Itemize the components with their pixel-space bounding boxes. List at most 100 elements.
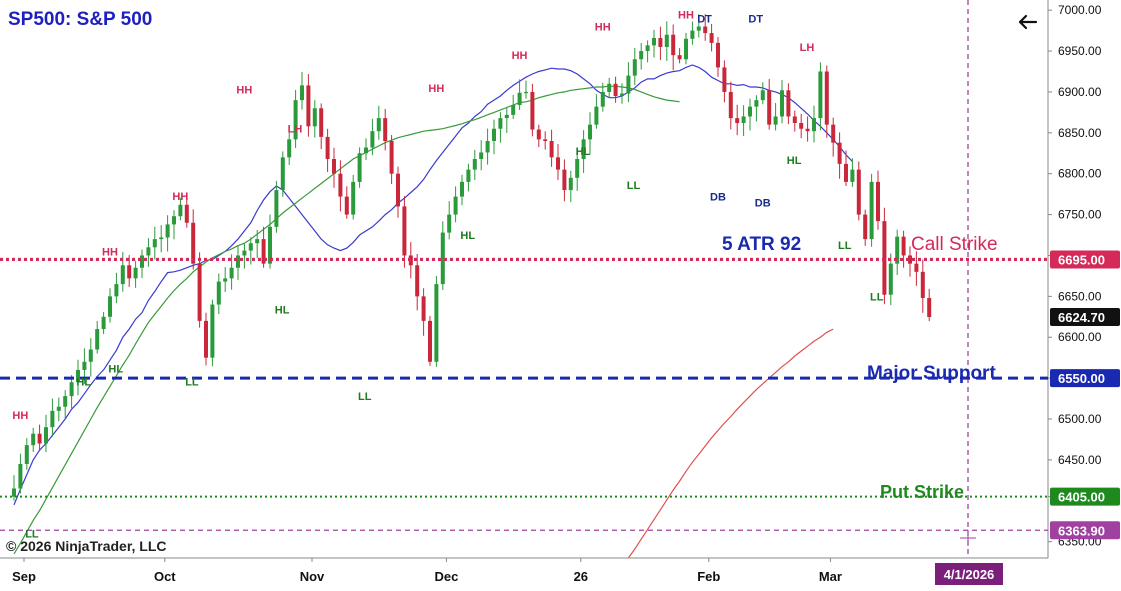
price-tick-label: 6900.00 (1058, 85, 1102, 99)
candle-body (607, 83, 612, 92)
price-tick-label: 6450.00 (1058, 453, 1102, 467)
candle-body (76, 369, 80, 383)
candle-body (786, 90, 791, 117)
candle-body (908, 255, 912, 264)
candle-body (396, 173, 400, 207)
put-strike-label: Put Strike (880, 482, 964, 502)
time-tick-label: Mar (819, 569, 842, 584)
price-tag-label: 6695.00 (1058, 253, 1105, 268)
ma-mid-line (13, 85, 680, 555)
candle-body (255, 239, 260, 244)
candle-body (728, 91, 733, 119)
candle-body (434, 284, 439, 362)
date-marker-tag (935, 563, 1003, 585)
time-tick-label: Nov (300, 569, 325, 584)
candle-body (927, 297, 932, 318)
candle-body (658, 37, 663, 47)
swing-label: HH (102, 246, 118, 258)
candle-body (453, 196, 458, 215)
candle-body (344, 196, 349, 215)
candle-body (869, 181, 874, 240)
swing-label: LL (185, 376, 199, 388)
candle-body (146, 247, 151, 256)
candle-body (268, 226, 272, 264)
swing-label: DT (748, 13, 763, 25)
candle-body (741, 116, 746, 124)
candle-body (837, 142, 842, 164)
date-marker-label: 4/1/2026 (944, 567, 995, 582)
swing-label: DT (697, 13, 712, 25)
candle-body (639, 51, 644, 60)
call-strike-label: Call Strike (911, 234, 998, 255)
price-tick-label: 6950.00 (1058, 44, 1102, 58)
candle-body (664, 34, 669, 47)
candle-body (108, 296, 112, 317)
swing-label: HL (576, 146, 591, 158)
moving-averages (13, 64, 853, 559)
candle-body (210, 304, 215, 358)
candle-body (594, 106, 599, 125)
candle-body (901, 236, 906, 256)
candle-body (12, 488, 16, 497)
candle-body (306, 85, 311, 127)
candle-body (850, 169, 855, 182)
candle-body (229, 267, 234, 279)
candle-body (31, 433, 36, 446)
candle-body (447, 214, 452, 233)
candle-body (831, 124, 836, 143)
candle-body (95, 329, 100, 350)
candle-body (588, 124, 592, 140)
candle-body (498, 118, 503, 129)
ma-slow-line (627, 328, 834, 559)
candle-body (556, 157, 560, 170)
candle-body (421, 296, 426, 321)
candle-body (223, 278, 228, 282)
candle-body (261, 239, 266, 264)
candle-body (716, 42, 720, 68)
candle-body (274, 190, 279, 227)
candle-body (63, 396, 68, 407)
copyright-text: © 2026 NinjaTrader, LLC (6, 538, 167, 554)
price-tick-label: 6850.00 (1058, 126, 1102, 140)
candle-body (50, 410, 55, 428)
candle-body (216, 281, 221, 305)
price-tag-label: 6550.00 (1058, 371, 1105, 386)
price-tag-label: 6363.90 (1058, 523, 1105, 538)
candle-body (748, 106, 752, 117)
candle-body (242, 250, 247, 256)
candle-body (677, 55, 682, 60)
swing-label: LH (288, 124, 303, 136)
candle-body (191, 222, 196, 264)
price-levels (0, 257, 1048, 531)
candle-body (780, 90, 784, 117)
price-tick-label: 6750.00 (1058, 208, 1102, 222)
swing-label: HL (787, 155, 802, 167)
candle-body (44, 427, 48, 444)
candle-body (18, 463, 23, 489)
price-tag (1050, 250, 1120, 269)
swing-label: LL (627, 180, 641, 192)
chart-title: SP500: S&P 500 (8, 9, 152, 30)
candle-body (332, 158, 336, 174)
candle-body (172, 216, 176, 225)
candle-body (709, 33, 714, 43)
price-tag (1050, 369, 1120, 388)
candle-body (376, 118, 381, 132)
price-tag (1050, 521, 1120, 540)
swing-label: LL (358, 391, 372, 403)
candle-body (402, 206, 407, 256)
candle-body (300, 85, 304, 101)
candle-body (876, 181, 880, 222)
price-tick-label: 6600.00 (1058, 330, 1102, 344)
candle-body (920, 271, 925, 298)
candle-body (165, 224, 170, 238)
candle-body (530, 91, 535, 130)
candle-body (805, 128, 810, 132)
candle-body (440, 232, 445, 285)
candle-body (460, 181, 464, 197)
candle-body (197, 263, 202, 321)
arrow-left-icon[interactable] (1014, 10, 1042, 34)
